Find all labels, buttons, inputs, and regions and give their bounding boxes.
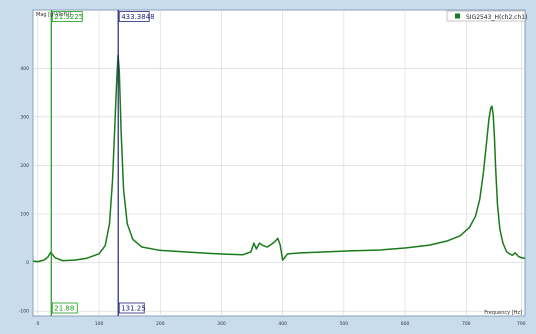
x-tick-label: 300 <box>217 321 226 327</box>
y-tick-label: 0 <box>26 260 29 266</box>
legend-entry: SIG2543_H(ch2,ch1) <box>466 14 527 21</box>
x-tick-label: 700 <box>462 321 471 327</box>
x-tick-label: 100 <box>95 321 104 327</box>
grid <box>33 10 525 316</box>
series-line <box>32 54 526 263</box>
x-tick-label: 0 <box>36 321 39 327</box>
cursor-layer[interactable]: 21.5225 21.88 433.3848 131.25 <box>50 10 155 316</box>
legend: SIG2543_H(ch2,ch1) <box>446 10 527 22</box>
y-tick-label: -100 <box>19 309 29 315</box>
cursor-y-value-box <box>51 11 83 22</box>
x-tick-label: 790 <box>517 321 526 327</box>
x-tick-label: 500 <box>340 321 349 327</box>
cursor-y-value: 433.3848 <box>121 13 154 21</box>
cursor-y-value: 21.5225 <box>54 13 83 21</box>
legend-swatch <box>455 13 460 19</box>
cursor-y-value-box <box>118 11 150 22</box>
x-tick-labels: 0 100 200 300 400 500 600 700 790 <box>36 321 525 327</box>
x-axis-label: Frequency [Hz] <box>484 310 522 316</box>
y-tick-label: 200 <box>20 163 29 169</box>
x-tick-label: 600 <box>401 321 410 327</box>
y-axis-label: Mag [g²/(lbf²)] <box>36 12 71 18</box>
series-layer <box>32 54 526 263</box>
y-tick-label: 300 <box>20 114 29 120</box>
y-tick-labels: -100 0 100 200 300 400 <box>19 66 29 315</box>
legend-box <box>446 10 526 22</box>
cursor-x-value: 21.88 <box>54 305 74 313</box>
plot-background <box>32 9 526 317</box>
cursor-x-value: 131.25 <box>121 305 145 313</box>
x-tick-label: 400 <box>278 321 287 327</box>
y-tick-label: 400 <box>20 66 29 72</box>
cursor-x-value-box <box>51 302 78 314</box>
y-tick-label: 100 <box>20 212 29 218</box>
cursor-x-value-box <box>118 302 145 314</box>
x-tick-label: 200 <box>156 321 165 327</box>
